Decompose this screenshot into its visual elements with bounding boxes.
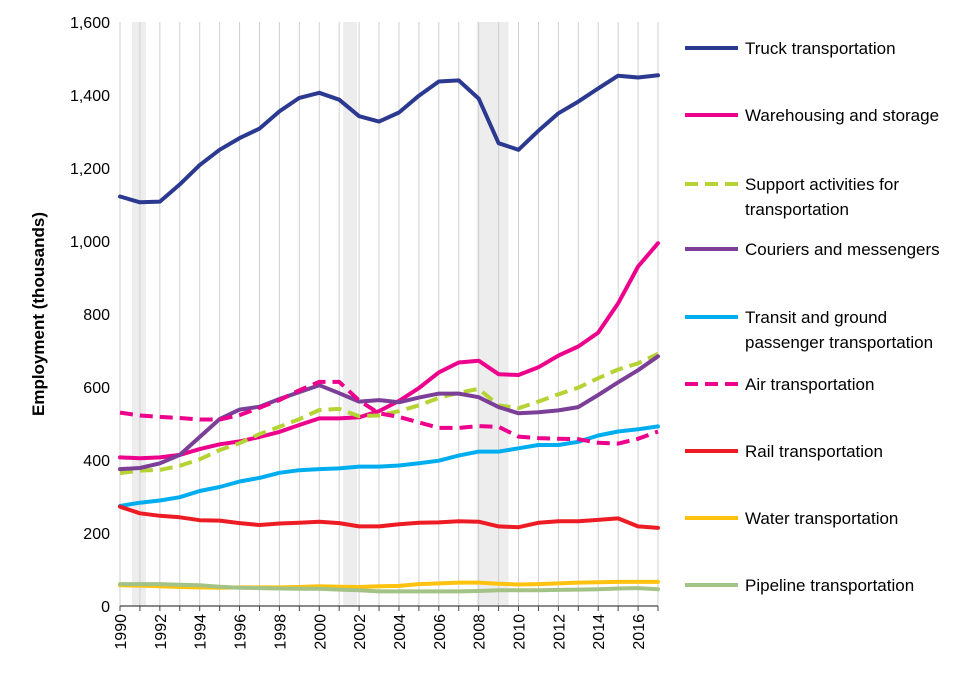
legend-label-3-line-2: transportation	[745, 200, 849, 219]
legend: Truck transportation Warehousing and stor…	[685, 39, 940, 595]
y-tick-label-200: 200	[83, 526, 110, 543]
x-tick-label-2006: 2006	[432, 614, 449, 650]
y-axis-ticks: 0 200 400 600 800 1,000 1,200 1,400 1,600	[70, 15, 110, 616]
y-tick-label-1200: 1,200	[70, 161, 110, 178]
legend-label-8: Water transportation	[745, 509, 898, 528]
legend-label-1: Truck transportation	[745, 39, 896, 58]
x-tick-label-1990: 1990	[113, 614, 130, 650]
series-line-9	[118, 582, 660, 594]
series-line-5	[118, 424, 660, 508]
legend-label-5-line-1: Transit and ground	[745, 308, 887, 327]
y-tick-label-800: 800	[83, 307, 110, 324]
legend-label-5-line-2: passenger transportation	[745, 333, 933, 352]
x-tick-label-1996: 1996	[233, 614, 250, 650]
legend-label-6: Air transportation	[745, 375, 874, 394]
vertical-gridlines	[119, 22, 659, 606]
y-tick-label-0: 0	[101, 599, 110, 616]
series-line-2	[118, 241, 660, 461]
x-tick-label-1998: 1998	[272, 614, 289, 650]
series-lines	[118, 73, 660, 594]
y-axis-title: Employment (thousands)	[29, 212, 48, 416]
y-tick-label-1400: 1,400	[70, 88, 110, 105]
x-tick-label-1994: 1994	[193, 614, 210, 650]
legend-label-7: Rail transportation	[745, 442, 883, 461]
x-tick-label-1992: 1992	[153, 614, 170, 650]
y-tick-label-400: 400	[83, 453, 110, 470]
x-tick-label-2008: 2008	[472, 614, 489, 650]
x-tick-label-2012: 2012	[551, 614, 568, 650]
recession-band-2	[343, 22, 358, 606]
x-tick-label-2016: 2016	[631, 614, 648, 650]
y-tick-label-1000: 1,000	[70, 234, 110, 251]
x-tick-label-2004: 2004	[392, 614, 409, 650]
legend-label-9: Pipeline transportation	[745, 576, 914, 595]
series-line-1	[118, 73, 660, 205]
y-tick-label-600: 600	[83, 380, 110, 397]
x-tick-label-2010: 2010	[512, 614, 529, 650]
recession-band-3	[476, 22, 509, 606]
series-line-6	[119, 379, 659, 446]
legend-label-4: Couriers and messengers	[745, 240, 940, 259]
legend-label-3-line-1: Support activities for	[745, 175, 899, 194]
x-tick-label-2002: 2002	[352, 614, 369, 650]
recession-band-1	[131, 22, 146, 606]
x-tick-label-2014: 2014	[591, 614, 608, 650]
x-axis-ticks: 1990 1992 1994 1996 1998 2000 2002 2004 2006 2008…	[113, 606, 659, 650]
series-line-4	[118, 354, 660, 472]
legend-label-2: Warehousing and storage	[745, 106, 939, 125]
x-tick-label-2000: 2000	[312, 614, 329, 650]
y-tick-label-1600: 1,600	[70, 15, 110, 32]
series-line-7	[118, 504, 660, 530]
